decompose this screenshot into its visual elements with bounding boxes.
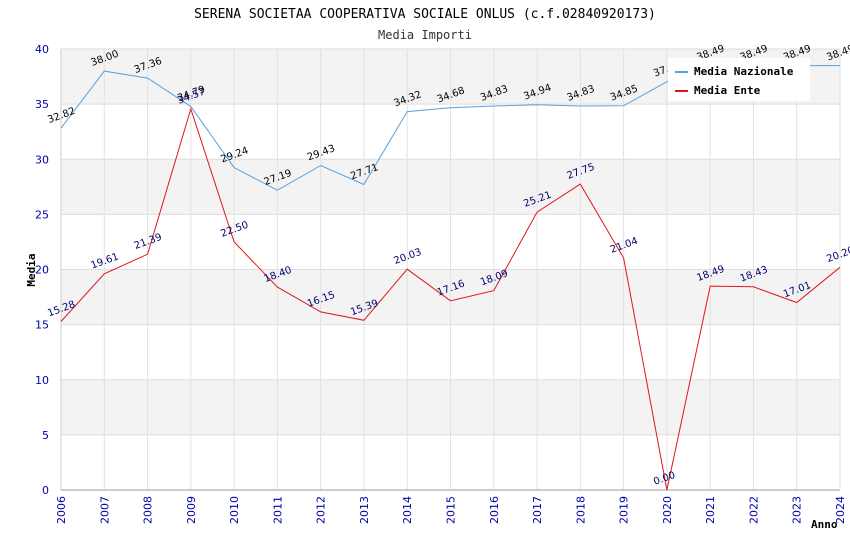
x-tick-label: 2015 <box>445 496 458 524</box>
legend: Media Nazionale Media Ente <box>668 58 810 101</box>
x-tick-label: 2017 <box>531 496 544 524</box>
x-tick-label: 2006 <box>55 496 68 524</box>
y-tick-label: 20 <box>35 264 49 277</box>
y-tick-label: 10 <box>35 374 49 387</box>
y-tick-label: 40 <box>35 43 49 56</box>
y-tick-label: 30 <box>35 153 49 166</box>
y-axis-ticks: 0 5 10 15 20 25 30 35 40 <box>35 43 49 497</box>
data-label: 22.50 <box>219 220 250 240</box>
data-label: 20.03 <box>392 247 423 267</box>
data-label: 32.82 <box>46 106 77 126</box>
y-tick-label: 25 <box>35 208 49 221</box>
x-tick-label: 2014 <box>401 496 414 524</box>
chart-subtitle: Media Importi <box>378 28 472 42</box>
x-tick-label: 2024 <box>834 496 847 524</box>
legend-box <box>668 58 810 101</box>
x-tick-label: 2008 <box>142 496 155 524</box>
data-label: 20.20 <box>825 245 850 265</box>
x-tick-label: 2009 <box>185 496 198 524</box>
x-tick-label: 2016 <box>488 496 501 524</box>
y-tick-label: 5 <box>42 429 49 442</box>
chart-title: SERENA SOCIETAA COOPERATIVA SOCIALE ONLU… <box>194 7 656 22</box>
x-tick-label: 2020 <box>661 496 674 524</box>
x-tick-label: 2022 <box>747 496 760 524</box>
x-tick-label: 2023 <box>791 496 804 524</box>
x-axis-label: Anno <box>811 518 838 531</box>
y-tick-label: 0 <box>42 484 49 497</box>
x-tick-label: 2007 <box>98 496 111 524</box>
x-tick-label: 2013 <box>358 496 371 524</box>
x-tick-label: 2011 <box>271 496 284 524</box>
series-line-media-ente <box>60 107 841 491</box>
y-tick-label: 35 <box>35 98 49 111</box>
x-tick-label: 2021 <box>704 496 717 524</box>
x-axis-ticks: 2006 2007 2008 2009 2010 2011 2012 2013 2014 2015… <box>55 496 847 524</box>
y-axis-label: Media <box>25 253 38 286</box>
data-label: 21.39 <box>133 232 164 252</box>
legend-label-media-ente: Media Ente <box>694 84 761 97</box>
data-label: 0.00 <box>652 470 677 488</box>
y-tick-label: 15 <box>35 319 49 332</box>
x-tick-label: 2010 <box>228 496 241 524</box>
data-label: 21.04 <box>609 236 640 256</box>
legend-label-media-nazionale: Media Nazionale <box>694 65 794 78</box>
x-tick-label: 2019 <box>618 496 631 524</box>
gridlines <box>60 48 841 491</box>
x-tick-label: 2018 <box>574 496 587 524</box>
x-tick-label: 2012 <box>315 496 328 524</box>
